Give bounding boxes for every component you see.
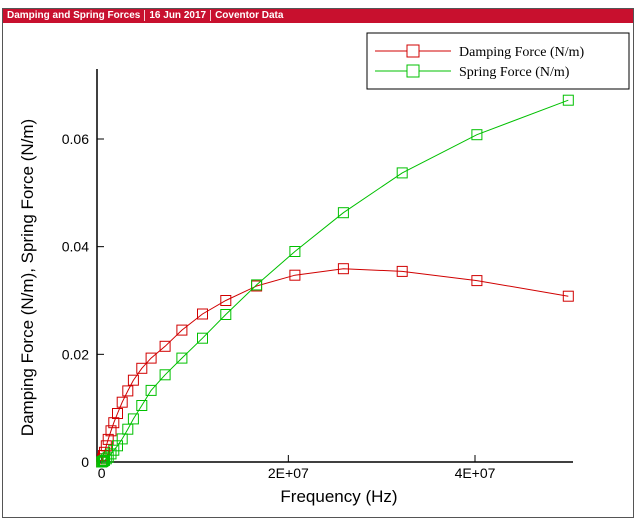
- damping-marker: [116, 396, 128, 408]
- spring-marker: [105, 448, 117, 460]
- damping-marker: [136, 362, 148, 374]
- line-chart: 0 0.02 0.04 0.06 0 2E+07 4E+07 Frequency (Hz) Da…: [18, 32, 630, 506]
- damping-marker: [159, 340, 171, 352]
- y-axis-label: Damping Force (N/m), Spring Force (N/m): [18, 119, 37, 436]
- damping-marker: [562, 290, 574, 302]
- damping-marker: [112, 408, 123, 419]
- legend-marker: [406, 44, 420, 58]
- spring-marker: [159, 369, 171, 381]
- y-tick-label: 0.06: [62, 131, 89, 147]
- legend-label: Spring Force (N/m): [459, 65, 570, 80]
- spring-marker: [122, 423, 134, 435]
- damping-marker: [102, 433, 114, 445]
- spring-marker: [220, 309, 232, 320]
- x-tick-label: 0: [98, 465, 106, 481]
- x-tick-label: 2E+07: [268, 465, 309, 481]
- spring-marker: [136, 400, 148, 411]
- spring-marker: [176, 352, 188, 364]
- damping-marker: [396, 265, 408, 277]
- damping-marker: [197, 308, 208, 320]
- chart-frame: Damping and Spring Forces 16 Jun 2017 Cove…: [2, 8, 634, 518]
- legend-box: [366, 32, 630, 90]
- damping-marker: [220, 295, 232, 306]
- legend-label: Damping Force (N/m): [459, 45, 585, 60]
- legend-marker: [406, 64, 420, 78]
- y-tick-label: 0.02: [62, 346, 89, 362]
- header-title: Damping and Spring Forces: [7, 10, 141, 21]
- header-date: 16 Jun 2017: [149, 10, 207, 21]
- spring-marker: [197, 332, 208, 344]
- spring-marker: [116, 433, 128, 445]
- damping-marker: [145, 352, 157, 364]
- spring-marker: [337, 207, 349, 219]
- x-tick-label: 4E+07: [455, 465, 496, 481]
- y-tick-label: 0.04: [62, 239, 89, 255]
- series-line-damping: [101, 268, 569, 463]
- x-axis-label: Frequency (Hz): [280, 487, 397, 506]
- spring-marker: [471, 129, 483, 141]
- spring-marker: [127, 413, 139, 425]
- spring-marker: [251, 279, 263, 291]
- damping-marker: [127, 374, 139, 386]
- damping-marker: [337, 263, 349, 275]
- damping-marker: [471, 275, 483, 287]
- spring-marker: [97, 456, 109, 467]
- damping-marker: [289, 269, 301, 281]
- spring-marker: [289, 246, 301, 257]
- header-source: Coventor Data: [215, 10, 284, 21]
- spring-marker: [99, 454, 110, 466]
- spring-marker: [102, 451, 114, 463]
- damping-marker: [105, 425, 117, 437]
- spring-marker: [562, 94, 574, 106]
- spring-marker: [145, 384, 157, 396]
- spring-marker: [396, 167, 408, 179]
- y-tick-label: 0: [81, 454, 89, 470]
- damping-marker: [176, 324, 188, 336]
- spring-marker: [108, 444, 120, 456]
- header-bar: Damping and Spring Forces 16 Jun 2017 Cove…: [3, 9, 633, 23]
- damping-marker: [108, 417, 120, 429]
- series-line-spring: [101, 99, 569, 463]
- damping-marker: [122, 385, 134, 397]
